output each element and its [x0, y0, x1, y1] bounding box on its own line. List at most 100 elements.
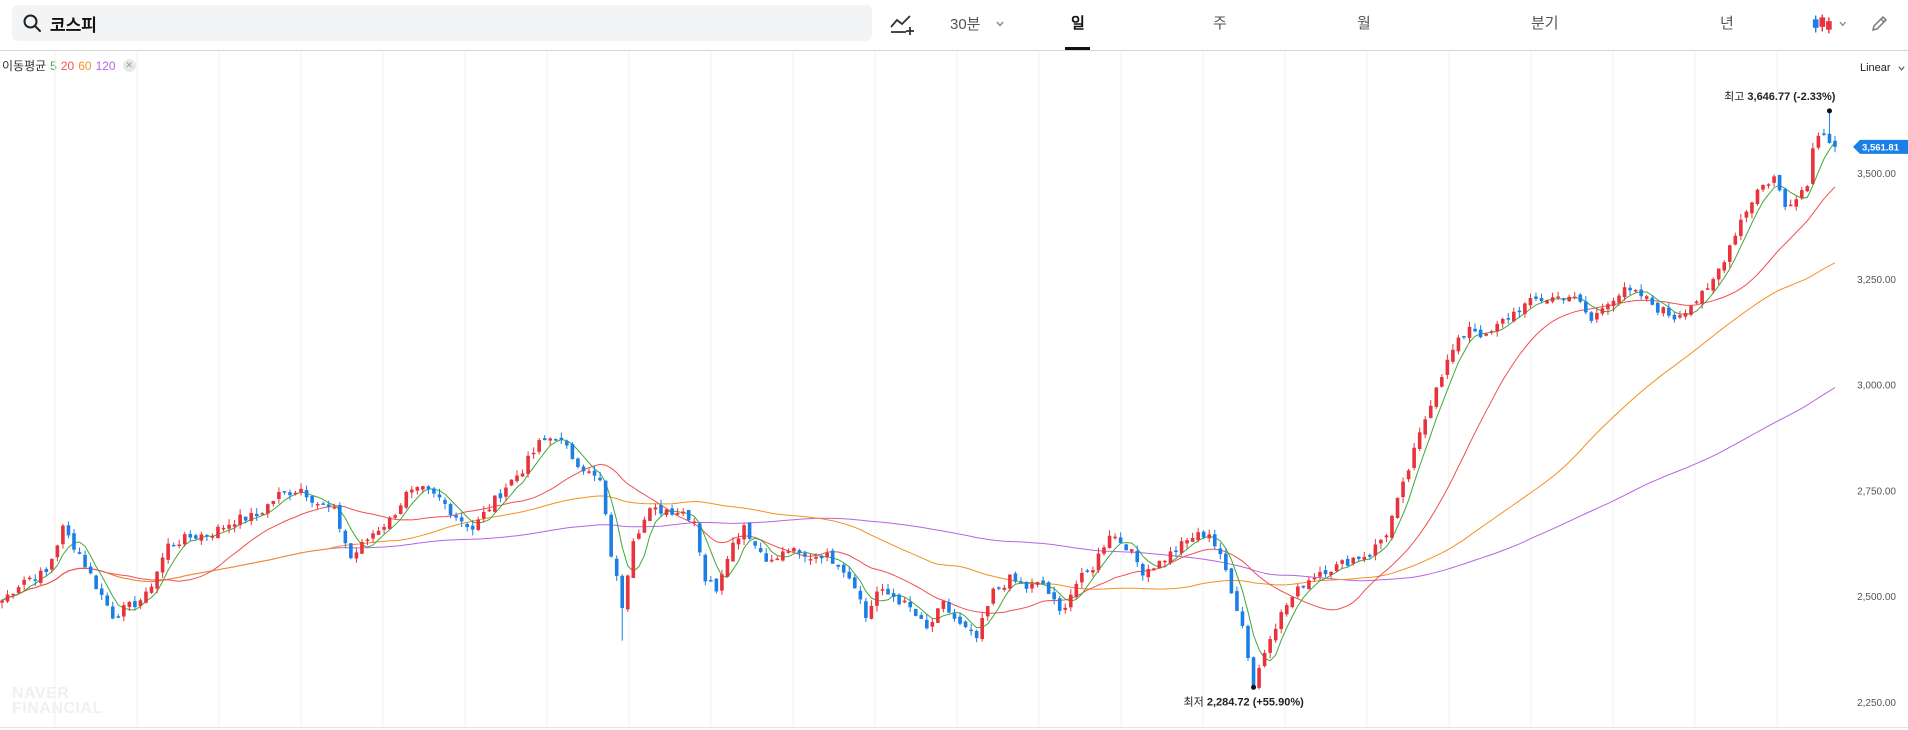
price-chart[interactable]: 2,250.00 2,500.00 2,750.00 3,000.00 3,250.00…	[0, 52, 1908, 727]
candle-body	[648, 508, 652, 521]
candle-body	[625, 575, 630, 610]
candle	[1135, 545, 1140, 567]
candle	[199, 531, 204, 545]
candle	[880, 583, 885, 596]
candle	[576, 457, 580, 469]
candle	[371, 530, 375, 543]
tab-year[interactable]: 년	[1720, 15, 1734, 32]
tab-week[interactable]: 주	[1213, 15, 1227, 32]
candle	[1201, 530, 1206, 540]
candle-body	[1683, 312, 1688, 317]
candle	[393, 513, 397, 520]
candle-body	[271, 500, 276, 505]
candle	[493, 494, 497, 513]
chart-type-select[interactable]	[1811, 12, 1847, 36]
candle-body	[72, 533, 76, 550]
candle-body	[465, 523, 469, 528]
interval-select[interactable]: 30분	[950, 13, 1005, 34]
candle	[1523, 302, 1527, 318]
candle-body	[598, 477, 602, 481]
candle-body	[1550, 297, 1555, 302]
candle-body	[1368, 554, 1372, 557]
candle	[454, 512, 458, 521]
candle-body	[404, 491, 409, 508]
candle-body	[1777, 175, 1782, 191]
candle-body	[853, 577, 857, 589]
candle-body	[642, 519, 647, 533]
candle-body	[1528, 298, 1533, 306]
candle	[1296, 584, 1300, 599]
candle	[227, 519, 231, 534]
candle-body	[1068, 594, 1073, 608]
candle	[1157, 560, 1162, 569]
candle-body	[88, 566, 93, 574]
tab-month[interactable]: 월	[1357, 15, 1371, 32]
candle	[1633, 289, 1638, 294]
candle	[404, 490, 409, 510]
candle	[288, 489, 292, 501]
candle	[1013, 571, 1018, 584]
candle	[1412, 443, 1416, 471]
candle-body	[659, 505, 663, 514]
legend-remove-icon[interactable]: ✕	[122, 59, 136, 72]
candle	[1661, 306, 1666, 317]
candle-body	[1118, 537, 1123, 544]
candle	[1827, 110, 1832, 144]
candle	[426, 485, 431, 494]
candle-body	[1329, 571, 1333, 575]
candle	[753, 540, 757, 550]
legend-ma-5: 5	[50, 58, 57, 73]
candle	[376, 526, 381, 536]
candle-body	[1091, 570, 1095, 573]
candle-body	[720, 574, 724, 591]
candle	[210, 533, 215, 541]
pencil-icon[interactable]	[1870, 13, 1890, 33]
candle	[470, 519, 475, 536]
candle	[886, 584, 890, 595]
candle-body	[1135, 550, 1140, 563]
candle-body	[1561, 298, 1566, 301]
candle-body	[1655, 302, 1660, 313]
candle	[1240, 606, 1245, 629]
candle	[299, 483, 303, 496]
candle	[1445, 354, 1450, 379]
candle-body	[1268, 639, 1272, 653]
candle-body	[1390, 515, 1394, 538]
y-tick-label: 3,250.00	[1857, 275, 1896, 286]
max-marker-dot	[1826, 108, 1832, 114]
search-box[interactable]	[12, 5, 872, 41]
add-indicator-icon[interactable]	[889, 12, 915, 36]
candle-body	[781, 551, 785, 561]
tab-day[interactable]: 일	[1071, 15, 1085, 32]
candle-body	[1534, 296, 1538, 299]
candle-body	[1678, 315, 1682, 318]
search-input[interactable]	[50, 13, 750, 33]
candle-body	[1467, 326, 1472, 338]
candle-body	[1661, 307, 1666, 314]
candle-body	[1412, 447, 1416, 468]
candle	[1323, 565, 1328, 578]
candle-body	[1595, 312, 1599, 320]
candle-body	[415, 487, 420, 491]
candle-body	[1650, 297, 1655, 305]
candle-body	[1113, 536, 1117, 539]
y-tick-label: 2,750.00	[1857, 486, 1896, 497]
candle	[44, 567, 49, 577]
candle-body	[1827, 133, 1832, 143]
candle	[1816, 132, 1821, 150]
candle	[1229, 567, 1234, 594]
candle-body	[504, 487, 508, 497]
candle-body	[808, 559, 813, 561]
candle-body	[747, 522, 752, 539]
toolbar: 30분 일 주 월 분기 년	[0, 0, 1908, 51]
candle	[443, 497, 447, 510]
candle	[99, 583, 104, 601]
tab-quarter[interactable]: 분기	[1531, 15, 1559, 32]
candle	[398, 503, 403, 515]
candle	[803, 550, 807, 563]
candle	[332, 503, 337, 510]
candle	[736, 533, 741, 550]
scale-select[interactable]: Linear	[1860, 62, 1906, 74]
candle-body	[1096, 553, 1101, 571]
candle-body	[1456, 337, 1461, 352]
